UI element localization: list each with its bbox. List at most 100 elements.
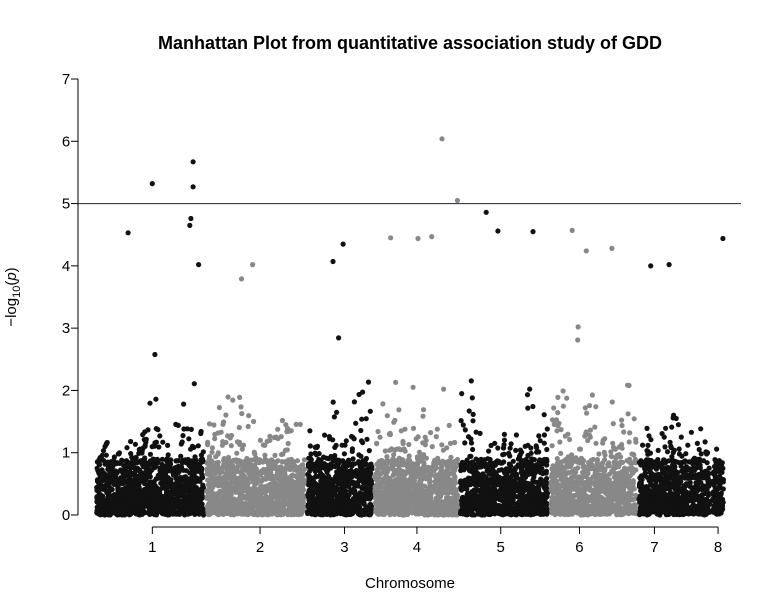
snp-point: [192, 492, 198, 498]
snp-point: [271, 502, 277, 508]
snp-point: [312, 508, 318, 514]
snp-point: [182, 487, 188, 493]
snp-point: [280, 451, 286, 457]
snp-point: [293, 491, 299, 497]
snp-point: [128, 486, 134, 492]
snp-point: [412, 502, 418, 508]
snp-point: [245, 493, 252, 499]
snp-point: [313, 461, 319, 467]
snp-point: [165, 452, 171, 458]
snp-point: [363, 416, 369, 422]
snp-point: [286, 481, 292, 487]
snp-point: [351, 399, 357, 405]
snp-point: [159, 481, 165, 487]
snp-point: [104, 439, 110, 446]
snp-point: [288, 497, 295, 503]
snp-point: [414, 454, 420, 460]
snp-point: [380, 489, 386, 495]
snp-point: [299, 485, 305, 491]
snp-point: [312, 483, 318, 489]
snp-point: [365, 379, 372, 385]
snp-point: [487, 456, 493, 463]
snp-point: [537, 438, 543, 444]
snp-point: [292, 463, 298, 470]
snp-point: [205, 442, 211, 448]
snp-point: [358, 427, 364, 434]
snp-point: [183, 468, 190, 474]
snp-point: [315, 494, 321, 500]
snp-point: [541, 432, 548, 438]
snp-point: [182, 479, 188, 485]
snp-point: [189, 483, 195, 490]
snp-point: [325, 484, 331, 491]
snp-point: [356, 506, 363, 512]
snp-point: [306, 474, 312, 480]
snp-point: [411, 506, 417, 512]
snp-point: [174, 476, 180, 482]
snp-point: [384, 413, 390, 419]
snp-point: [341, 451, 347, 457]
snp-point: [468, 453, 474, 459]
snp-point: [136, 503, 142, 509]
snp-point: [110, 503, 117, 509]
snp-point: [331, 414, 337, 420]
snp-point: [338, 511, 344, 517]
snp-point: [188, 426, 194, 432]
snp-point: [250, 479, 256, 485]
snp-point: [420, 413, 426, 419]
snp-point: [452, 480, 459, 486]
snp-point: [538, 494, 545, 500]
snp-point: [111, 481, 117, 487]
snp-point: [343, 438, 349, 444]
snp-point: [332, 444, 338, 450]
snp-point: [419, 493, 425, 500]
snp-point: [440, 512, 446, 518]
snp-point: [204, 471, 210, 477]
snp-point: [439, 479, 445, 485]
snp-point: [259, 469, 265, 475]
snp-point: [401, 446, 407, 452]
snp-point: [329, 490, 335, 496]
snp-point: [172, 496, 178, 502]
snp-point: [293, 421, 299, 427]
snp-point: [217, 470, 223, 476]
snp-point: [452, 439, 458, 446]
snp-point: [407, 484, 413, 490]
snp-point: [324, 469, 330, 475]
snp-point: [209, 449, 215, 455]
snp-point: [444, 445, 450, 451]
snp-point: [448, 481, 455, 487]
snp-point: [141, 496, 147, 502]
snp-point: [147, 502, 153, 508]
snp-point: [186, 436, 192, 442]
snp-point: [330, 509, 337, 515]
snp-point: [360, 462, 366, 468]
snp-point: [326, 473, 332, 479]
snp-point: [524, 487, 530, 493]
snp-point: [609, 399, 615, 405]
snp-point: [136, 450, 142, 456]
snp-point: [510, 493, 516, 499]
snp-point: [262, 442, 268, 448]
snp-point: [240, 460, 247, 466]
snp-point: [400, 462, 406, 468]
snp-point: [468, 440, 475, 446]
snp-point: [525, 405, 531, 411]
snp-point: [396, 446, 402, 452]
snp-point: [349, 446, 355, 452]
snp-point: [320, 478, 326, 484]
snp-point: [355, 492, 361, 498]
snp-point: [120, 501, 126, 507]
snp-point: [96, 487, 102, 493]
snp-point: [400, 438, 406, 445]
snp-point: [439, 463, 445, 469]
snp-point: [379, 503, 385, 509]
snp-point: [477, 430, 483, 436]
snp-point: [109, 486, 115, 493]
snp-point: [519, 449, 525, 455]
snp-point: [505, 500, 511, 506]
snp-point: [415, 488, 422, 494]
snp-point: [462, 460, 468, 466]
snp-point: [441, 386, 447, 392]
snp-point: [224, 459, 231, 465]
